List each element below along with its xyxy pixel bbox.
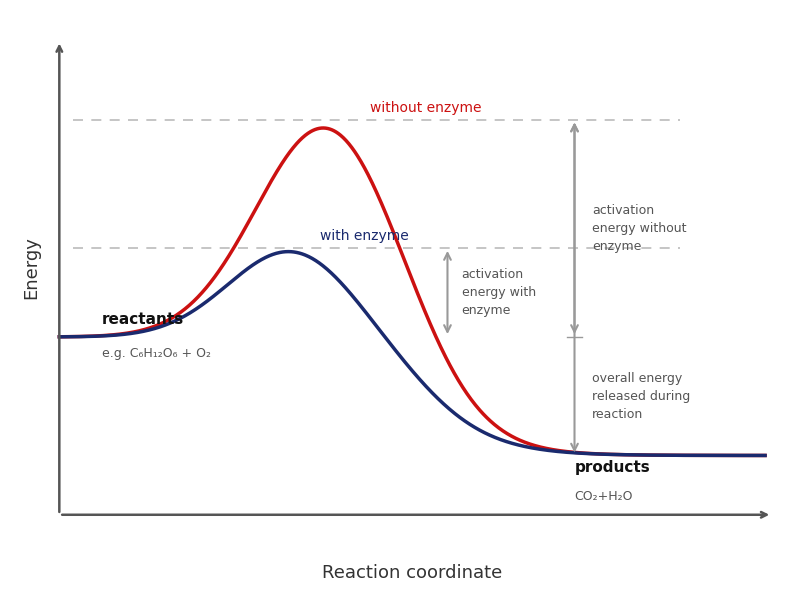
- Text: reactants: reactants: [102, 312, 184, 327]
- Text: activation
energy with
enzyme: activation energy with enzyme: [462, 268, 536, 317]
- Text: overall energy
released during
reaction: overall energy released during reaction: [592, 372, 690, 421]
- Text: with enzyme: with enzyme: [321, 229, 409, 243]
- Text: CO₂+H₂O: CO₂+H₂O: [574, 490, 633, 503]
- Text: e.g. C₆H₁₂O₆ + O₂: e.g. C₆H₁₂O₆ + O₂: [102, 347, 210, 360]
- Text: products: products: [574, 460, 650, 475]
- Text: Reaction coordinate: Reaction coordinate: [322, 564, 502, 582]
- Text: Energy: Energy: [22, 236, 40, 299]
- Text: without enzyme: without enzyme: [370, 101, 482, 115]
- Text: activation
energy without
enzyme: activation energy without enzyme: [592, 204, 686, 253]
